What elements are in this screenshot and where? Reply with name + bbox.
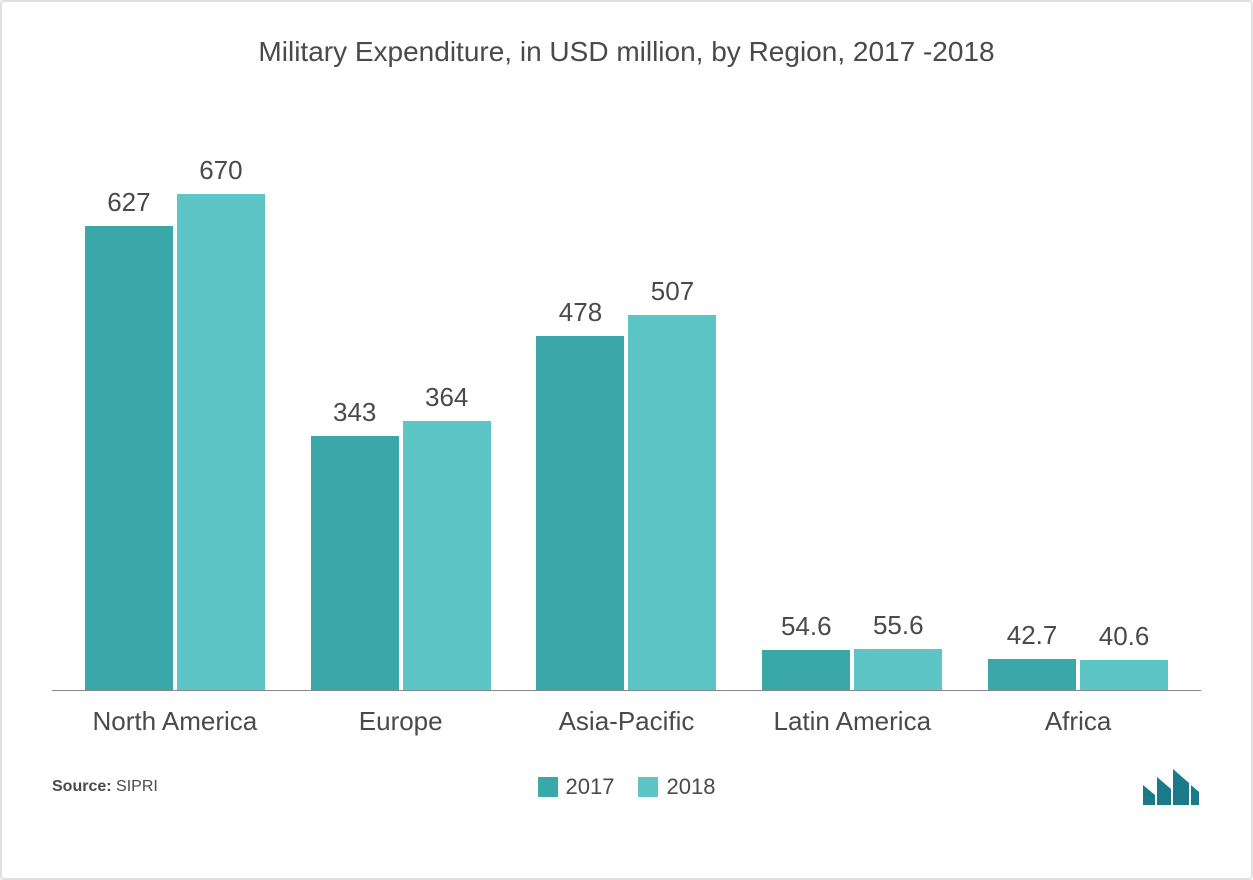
bar: [177, 194, 265, 690]
bar-wrapper: 627: [85, 101, 173, 690]
bar: [762, 650, 850, 690]
bars-container: 627 670 343 364 478 507 54.6 55.6 42.7 40.6: [52, 101, 1201, 690]
legend-label: 2017: [566, 774, 615, 800]
logo-icon: [1141, 767, 1201, 807]
bar-value-label: 343: [333, 397, 376, 428]
bar-wrapper: 55.6: [854, 101, 942, 690]
source-label: Source:: [52, 778, 112, 795]
bar-value-label: 627: [107, 187, 150, 218]
bar-value-label: 364: [425, 382, 468, 413]
x-axis-label: Asia-Pacific: [514, 706, 740, 737]
chart-title: Military Expenditure, in USD million, by…: [52, 32, 1201, 71]
bar: [311, 436, 399, 690]
bar-wrapper: 40.6: [1080, 101, 1168, 690]
legend-item: 2018: [639, 774, 716, 800]
chart-footer: Source: SIPRI 2017 2018: [52, 767, 1201, 807]
bar: [628, 315, 716, 690]
source-attribution: Source: SIPRI: [52, 778, 158, 796]
x-axis-label: Africa: [965, 706, 1191, 737]
bar-value-label: 42.7: [1007, 620, 1058, 651]
bar-group: 627 670: [62, 101, 288, 690]
bar-group: 42.7 40.6: [965, 101, 1191, 690]
bar: [988, 659, 1076, 691]
bar-wrapper: 507: [628, 101, 716, 690]
bar-wrapper: 478: [536, 101, 624, 690]
bar-group: 478 507: [514, 101, 740, 690]
bar: [1080, 660, 1168, 690]
bar-value-label: 670: [199, 155, 242, 186]
legend-swatch: [639, 777, 659, 797]
bar-wrapper: 54.6: [762, 101, 850, 690]
x-axis-label: Latin America: [739, 706, 965, 737]
x-axis-label: Europe: [288, 706, 514, 737]
bar-group: 343 364: [288, 101, 514, 690]
bar-value-label: 40.6: [1099, 621, 1150, 652]
legend: 2017 2018: [538, 774, 716, 800]
bar-wrapper: 670: [177, 101, 265, 690]
source-value: SIPRI: [116, 778, 158, 795]
plot-area: 627 670 343 364 478 507 54.6 55.6 42.7 40.6: [52, 101, 1201, 691]
chart-container: Military Expenditure, in USD million, by…: [0, 0, 1253, 880]
brand-logo: [1141, 767, 1201, 807]
bar: [536, 336, 624, 690]
bar-value-label: 478: [559, 297, 602, 328]
bar-value-label: 507: [651, 276, 694, 307]
bar-wrapper: 364: [403, 101, 491, 690]
bar: [85, 226, 173, 690]
legend-label: 2018: [667, 774, 716, 800]
legend-item: 2017: [538, 774, 615, 800]
bar-value-label: 54.6: [781, 611, 832, 642]
bar-wrapper: 343: [311, 101, 399, 690]
x-axis-label: North America: [62, 706, 288, 737]
bar-wrapper: 42.7: [988, 101, 1076, 690]
bar: [403, 421, 491, 691]
bar-group: 54.6 55.6: [739, 101, 965, 690]
x-axis-labels: North AmericaEuropeAsia-PacificLatin Ame…: [52, 706, 1201, 737]
legend-swatch: [538, 777, 558, 797]
bar-value-label: 55.6: [873, 610, 924, 641]
bar: [854, 649, 942, 690]
